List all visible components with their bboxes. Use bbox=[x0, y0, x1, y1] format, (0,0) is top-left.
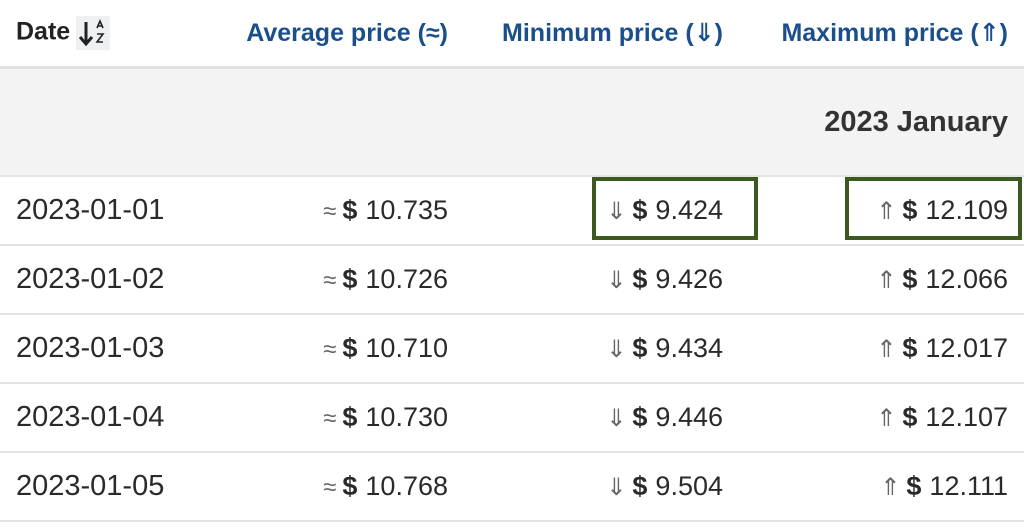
group-label: 2023 January bbox=[0, 67, 1024, 177]
price-cell: ≈ $10.730 bbox=[210, 383, 464, 453]
currency: $ bbox=[902, 402, 918, 432]
currency: $ bbox=[632, 333, 648, 363]
header-row: Date Average price (≈) Minimum price (⇓)… bbox=[0, 0, 1024, 69]
currency: $ bbox=[902, 195, 918, 225]
price-symbol: ⇓ bbox=[606, 474, 627, 501]
price-cell: ≈ $10.735 bbox=[210, 176, 464, 246]
price-value: 10.726 bbox=[365, 264, 448, 294]
price-symbol: ≈ bbox=[323, 474, 337, 501]
date-cell: 2023-01-01 bbox=[0, 176, 210, 246]
currency: $ bbox=[342, 195, 358, 225]
price-cell: ⇑ $12.109 bbox=[739, 176, 1024, 246]
data-row: 2023-01-03 ≈ $10.710 ⇓ $9.434 ⇑ $12.017 bbox=[0, 314, 1024, 384]
price-symbol: ⇓ bbox=[606, 198, 627, 225]
price-value: 10.768 bbox=[365, 471, 448, 501]
price-cell: ≈ $10.768 bbox=[210, 452, 464, 522]
currency: $ bbox=[906, 471, 922, 501]
price-cell: ⇑ $12.066 bbox=[739, 245, 1024, 315]
column-header[interactable]: Maximum price (⇑) bbox=[739, 0, 1024, 69]
price-cell: ≈ $10.726 bbox=[210, 245, 464, 315]
currency: $ bbox=[342, 333, 358, 363]
currency: $ bbox=[632, 195, 648, 225]
price-value: 9.424 bbox=[655, 195, 723, 225]
currency: $ bbox=[632, 471, 648, 501]
price-cell: ⇑ $12.107 bbox=[739, 383, 1024, 453]
data-row: 2023-01-01 ≈ $10.735 ⇓ $9.424 ⇑ $12.109 bbox=[0, 176, 1024, 246]
price-symbol: ≈ bbox=[323, 336, 337, 363]
price-value: 9.426 bbox=[655, 264, 723, 294]
currency: $ bbox=[342, 471, 358, 501]
price-cell: ⇓ $9.446 bbox=[464, 383, 739, 453]
price-symbol: ≈ bbox=[323, 267, 337, 294]
price-cell: ⇑ $12.017 bbox=[739, 314, 1024, 384]
sort-icon[interactable] bbox=[76, 16, 111, 50]
price-value: 9.446 bbox=[655, 402, 723, 432]
currency: $ bbox=[632, 264, 648, 294]
price-symbol: ⇑ bbox=[880, 474, 901, 501]
currency: $ bbox=[342, 402, 358, 432]
price-symbol: ≈ bbox=[323, 198, 337, 225]
currency: $ bbox=[902, 333, 918, 363]
currency: $ bbox=[342, 264, 358, 294]
price-symbol: ⇑ bbox=[876, 198, 897, 225]
price-cell: ≈ $10.710 bbox=[210, 314, 464, 384]
price-value: 10.710 bbox=[365, 333, 448, 363]
data-row: 2023-01-04 ≈ $10.730 ⇓ $9.446 ⇑ $12.107 bbox=[0, 383, 1024, 453]
column-header[interactable]: Minimum price (⇓) bbox=[464, 0, 739, 69]
price-symbol: ≈ bbox=[323, 405, 337, 432]
price-symbol: ⇑ bbox=[876, 405, 897, 432]
price-value: 10.730 bbox=[365, 402, 448, 432]
currency: $ bbox=[632, 402, 648, 432]
date-cell: 2023-01-03 bbox=[0, 314, 210, 384]
data-row: 2023-01-02 ≈ $10.726 ⇓ $9.426 ⇑ $12.066 bbox=[0, 245, 1024, 315]
header-text: Date bbox=[16, 17, 71, 46]
price-value: 10.735 bbox=[365, 195, 448, 225]
price-cell: ⇓ $9.434 bbox=[464, 314, 739, 384]
price-symbol: ⇓ bbox=[606, 267, 627, 294]
data-row: 2023-01-05 ≈ $10.768 ⇓ $9.504 ⇑ $12.111 bbox=[0, 452, 1024, 522]
price-symbol: ⇑ bbox=[876, 267, 897, 294]
price-value: 12.017 bbox=[925, 333, 1008, 363]
price-symbol: ⇓ bbox=[606, 405, 627, 432]
price-value: 9.434 bbox=[655, 333, 723, 363]
column-header[interactable]: Date bbox=[0, 0, 210, 69]
price-value: 9.504 bbox=[655, 471, 723, 501]
price-cell: ⇓ $9.426 bbox=[464, 245, 739, 315]
price-cell: ⇓ $9.424 bbox=[464, 176, 758, 246]
group-row: 2023 January bbox=[0, 67, 1024, 177]
date-cell: 2023-01-04 bbox=[0, 383, 210, 453]
price-value: 12.109 bbox=[925, 195, 1008, 225]
column-header[interactable]: Average price (≈) bbox=[210, 0, 464, 69]
date-cell: 2023-01-05 bbox=[0, 452, 210, 522]
price-value: 12.107 bbox=[925, 402, 1008, 432]
table-body: 2023 January 2023-01-01 ≈ $10.735 ⇓ $9.424 ⇑ $… bbox=[0, 67, 1024, 522]
price-symbol: ⇓ bbox=[606, 336, 627, 363]
price-cell: ⇑ $12.111 bbox=[739, 452, 1024, 522]
price-symbol: ⇑ bbox=[876, 336, 897, 363]
currency: $ bbox=[902, 264, 918, 294]
price-value: 12.111 bbox=[929, 471, 1008, 501]
price-cell: ⇓ $9.504 bbox=[464, 452, 739, 522]
price-value: 12.066 bbox=[925, 264, 1008, 294]
date-cell: 2023-01-02 bbox=[0, 245, 210, 315]
